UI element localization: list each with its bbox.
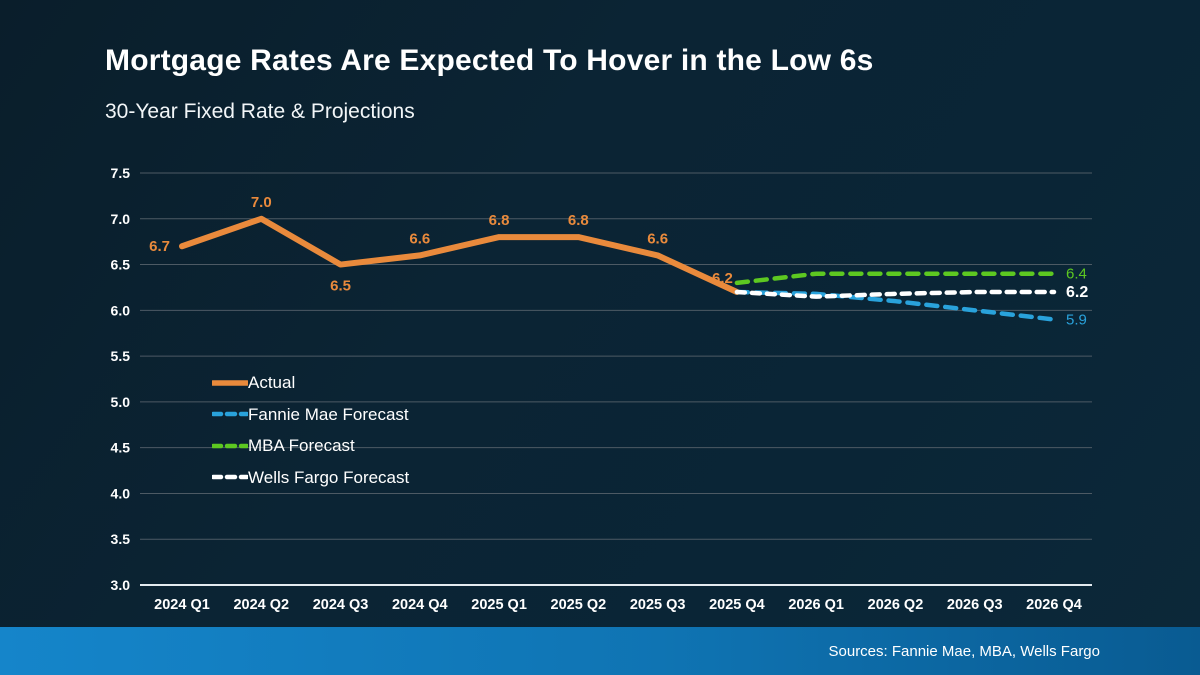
x-tick-label: 2024 Q1 [154,597,210,613]
x-tick-label: 2025 Q2 [551,597,607,613]
legend-item-wells-fargo-forecast: Wells Fargo Forecast [212,462,409,494]
y-tick-label: 5.0 [111,394,131,410]
source-text: Sources: Fannie Mae, MBA, Wells Fargo [828,642,1101,660]
x-tick-label: 2024 Q4 [392,597,448,613]
data-label-actual: 6.2 [712,270,733,287]
chart-legend: Actual Fannie Mae Forecast MBA Forecast Wel… [212,367,409,493]
y-tick-label: 7.5 [111,165,131,181]
legend-swatch-icon [212,412,248,417]
legend-label: Wells Fargo Forecast [248,467,410,487]
data-label-actual: 6.6 [647,230,668,247]
x-tick-label: 2026 Q4 [1026,597,1082,613]
legend-label: MBA Forecast [248,436,355,456]
series-line-mba-forecast [734,271,1057,286]
y-tick-label: 5.5 [111,348,131,364]
legend-label: Fannie Mae Forecast [248,404,409,424]
end-label-wells-fargo-forecast: 6.2 [1066,284,1088,301]
series-line-wells-fargo-forecast [734,289,1057,299]
legend-item-fannie-mae-forecast: Fannie Mae Forecast [212,399,409,431]
x-tick-label: 2025 Q4 [709,597,765,613]
y-tick-label: 6.5 [111,257,131,273]
data-label-actual: 6.7 [149,238,170,255]
legend-swatch-icon [212,443,248,448]
data-label-actual: 7.0 [251,194,272,211]
y-tick-label: 4.0 [111,485,131,501]
y-tick-label: 3.0 [111,577,131,593]
series-line-fannie-mae-forecast [734,289,1057,322]
end-label-fannie-mae-forecast: 5.9 [1066,311,1087,328]
x-tick-label: 2026 Q3 [947,597,1003,613]
chart-subtitle: 30-Year Fixed Rate & Projections [105,100,415,123]
y-tick-label: 6.0 [111,302,131,318]
y-tick-label: 4.5 [111,440,131,456]
legend-swatch-icon [212,475,248,480]
legend-item-mba-forecast: MBA Forecast [212,430,409,462]
legend-item-actual: Actual [212,367,409,399]
y-tick-label: 7.0 [111,211,131,227]
legend-label: Actual [248,373,296,393]
x-tick-label: 2026 Q2 [868,597,924,613]
page-title: Mortgage Rates Are Expected To Hover in … [105,44,874,77]
data-label-actual: 6.5 [330,278,351,295]
x-tick-label: 2024 Q3 [313,597,369,613]
y-tick-label: 3.5 [111,531,131,547]
x-tick-label: 2025 Q1 [471,597,527,613]
x-tick-label: 2026 Q1 [788,597,844,613]
series-line-actual [179,215,740,296]
x-tick-label: 2025 Q3 [630,597,686,613]
x-tick-label: 2024 Q2 [233,597,289,613]
legend-swatch-icon [212,380,248,386]
source-bar: Sources: Fannie Mae, MBA, Wells Fargo [0,627,1200,675]
data-label-actual: 6.8 [568,212,589,229]
end-label-mba-forecast: 6.4 [1066,266,1087,283]
data-label-actual: 6.8 [489,212,510,229]
data-label-actual: 6.6 [409,230,430,247]
